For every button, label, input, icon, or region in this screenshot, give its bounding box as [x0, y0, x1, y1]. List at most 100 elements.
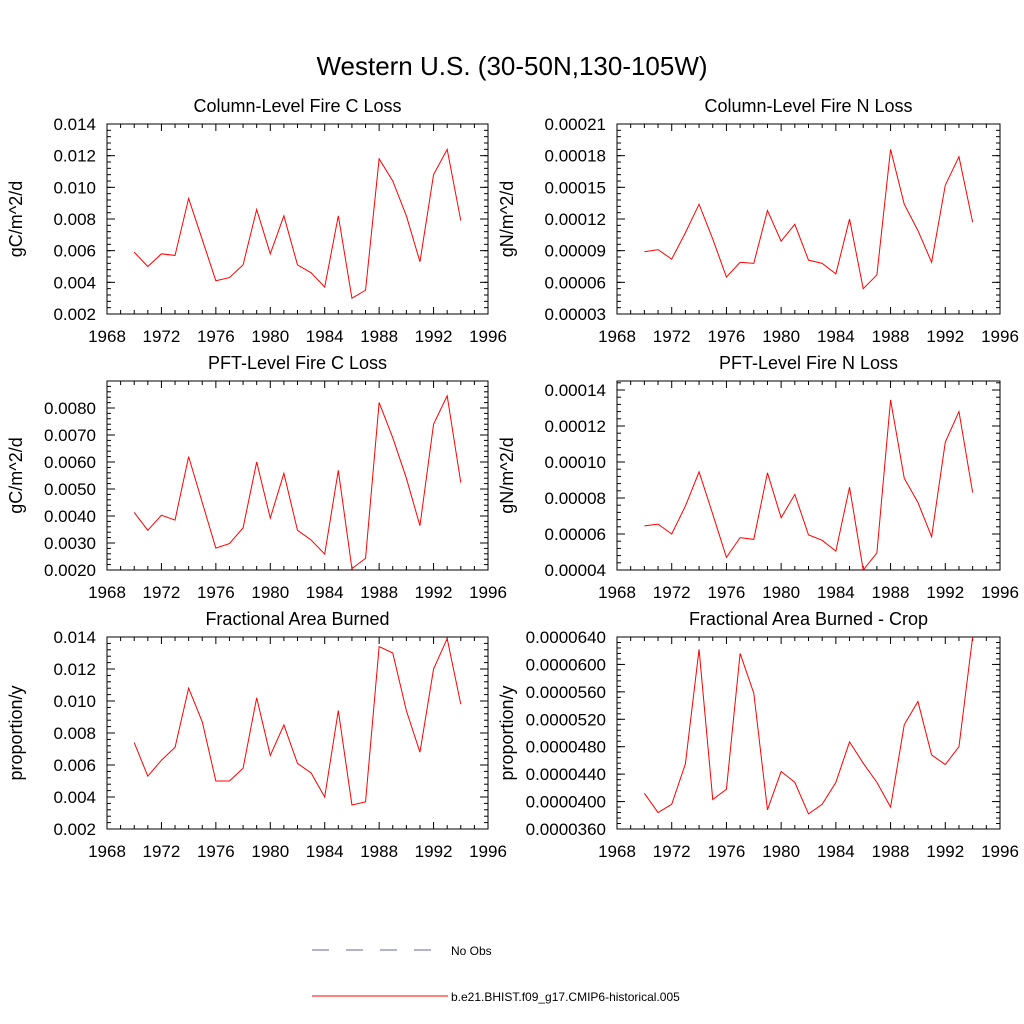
- x-tick-label: 1996: [469, 842, 507, 861]
- x-tick-label: 1968: [598, 583, 636, 602]
- x-tick-label: 1968: [88, 583, 126, 602]
- series-line: [133, 147, 462, 299]
- y-tick-label: 0.0000640: [526, 628, 606, 647]
- y-tick-label: 0.008: [53, 210, 96, 229]
- y-tick-label: 0.00004: [545, 561, 606, 580]
- panel-6: Fractional Area Burned - Crop proportion/…: [497, 609, 1019, 861]
- figure-title: Western U.S. (30-50N,130-105W): [316, 51, 707, 81]
- panel-title: PFT-Level Fire C Loss: [208, 353, 387, 373]
- y-tick-label: 0.0020: [44, 561, 96, 580]
- plot-frame: [616, 636, 1001, 830]
- x-tick-label: 1972: [143, 327, 181, 346]
- x-tick-label: 1984: [817, 842, 855, 861]
- y-tick-label: 0.014: [53, 115, 96, 134]
- y-tick-label: 0.00015: [545, 178, 606, 197]
- y-tick-label: 0.00008: [545, 489, 606, 508]
- y-tick-label: 0.0000360: [526, 820, 606, 839]
- y-tick-label: 0.0060: [44, 453, 96, 472]
- series-line: [133, 636, 462, 806]
- x-tick-label: 1984: [306, 842, 344, 861]
- x-tick-label: 1976: [708, 583, 746, 602]
- x-tick-label: 1968: [598, 327, 636, 346]
- x-tick-label: 1984: [306, 327, 344, 346]
- y-axis-label: proportion/y: [6, 685, 26, 780]
- y-tick-label: 0.00003: [545, 305, 606, 324]
- x-tick-label: 1980: [762, 583, 800, 602]
- panel-title: Column-Level Fire N Loss: [704, 96, 912, 116]
- x-tick-label: 1988: [872, 327, 910, 346]
- y-axis-label: proportion/y: [497, 685, 517, 780]
- y-tick-label: 0.002: [53, 305, 96, 324]
- y-tick-label: 0.006: [53, 756, 96, 775]
- x-tick-label: 1984: [817, 583, 855, 602]
- x-tick-label: 1980: [762, 327, 800, 346]
- y-tick-label: 0.00018: [545, 147, 606, 166]
- y-tick-label: 0.0030: [44, 534, 96, 553]
- x-tick-label: 1988: [360, 842, 398, 861]
- plot-frame: [106, 123, 489, 315]
- y-tick-label: 0.014: [53, 628, 96, 647]
- x-tick-label: 1992: [926, 327, 964, 346]
- panels: Column-Level Fire C Loss gC/m^2/d 1968 1972…: [6, 96, 1019, 861]
- y-tick-label: 0.010: [53, 178, 96, 197]
- x-tick-label: 1992: [926, 583, 964, 602]
- y-tick-label: 0.00012: [545, 210, 606, 229]
- x-tick-label: 1992: [415, 327, 453, 346]
- panel-5: Fractional Area Burned proportion/y 1968 19…: [6, 609, 507, 861]
- x-tick-label: 1988: [872, 842, 910, 861]
- y-tick-label: 0.0070: [44, 426, 96, 445]
- x-tick-label: 1984: [306, 583, 344, 602]
- x-tick-label: 1996: [469, 327, 507, 346]
- y-tick-label: 0.00012: [545, 417, 606, 436]
- y-axis-label: gC/m^2/d: [6, 437, 26, 513]
- panel-3: PFT-Level Fire C Loss gC/m^2/d 1968 1972 197…: [6, 353, 507, 602]
- series-line: [644, 149, 974, 290]
- y-axis-label: gN/m^2/d: [497, 437, 517, 513]
- x-tick-label: 1972: [143, 583, 181, 602]
- x-tick-label: 1980: [251, 327, 289, 346]
- panel-title: Fractional Area Burned: [205, 609, 389, 629]
- plot-frame: [616, 380, 1001, 571]
- panel-1: Column-Level Fire C Loss gC/m^2/d 1968 1972…: [6, 96, 507, 346]
- plot-frame: [106, 636, 489, 830]
- y-tick-label: 0.0000520: [526, 710, 606, 729]
- y-tick-label: 0.00010: [545, 453, 606, 472]
- y-tick-label: 0.012: [53, 660, 96, 679]
- y-tick-label: 0.00009: [545, 242, 606, 261]
- y-tick-label: 0.0000560: [526, 683, 606, 702]
- x-tick-label: 1984: [817, 327, 855, 346]
- y-tick-label: 0.0000400: [526, 793, 606, 812]
- panel-title: Fractional Area Burned - Crop: [689, 609, 928, 629]
- legend-label-obs: No Obs: [451, 944, 492, 958]
- y-tick-label: 0.00006: [545, 273, 606, 292]
- x-tick-label: 1968: [88, 327, 126, 346]
- x-tick-label: 1988: [872, 583, 910, 602]
- x-tick-label: 1988: [360, 327, 398, 346]
- x-tick-label: 1972: [653, 583, 691, 602]
- panel-title: PFT-Level Fire N Loss: [719, 353, 898, 373]
- x-tick-label: 1976: [197, 842, 235, 861]
- y-tick-label: 0.012: [53, 147, 96, 166]
- y-tick-label: 0.008: [53, 724, 96, 743]
- y-axis-label: gN/m^2/d: [497, 181, 517, 257]
- y-tick-label: 0.0040: [44, 507, 96, 526]
- x-tick-label: 1992: [415, 842, 453, 861]
- y-tick-label: 0.0050: [44, 480, 96, 499]
- y-tick-label: 0.0000480: [526, 738, 606, 757]
- x-tick-label: 1996: [981, 842, 1019, 861]
- y-tick-label: 0.004: [53, 273, 96, 292]
- y-tick-label: 0.002: [53, 820, 96, 839]
- x-tick-label: 1980: [762, 842, 800, 861]
- x-tick-label: 1976: [197, 327, 235, 346]
- x-tick-label: 1992: [926, 842, 964, 861]
- plot-frame: [106, 380, 489, 571]
- y-tick-label: 0.006: [53, 242, 96, 261]
- legend-entry-model: b.e21.BHIST.f09_g17.CMIP6-historical.005: [312, 990, 680, 1004]
- series-line: [644, 399, 974, 572]
- x-tick-label: 1976: [197, 583, 235, 602]
- series-line: [643, 636, 974, 815]
- y-tick-label: 0.010: [53, 692, 96, 711]
- y-tick-label: 0.00021: [545, 115, 606, 134]
- plot-frame: [616, 123, 1001, 315]
